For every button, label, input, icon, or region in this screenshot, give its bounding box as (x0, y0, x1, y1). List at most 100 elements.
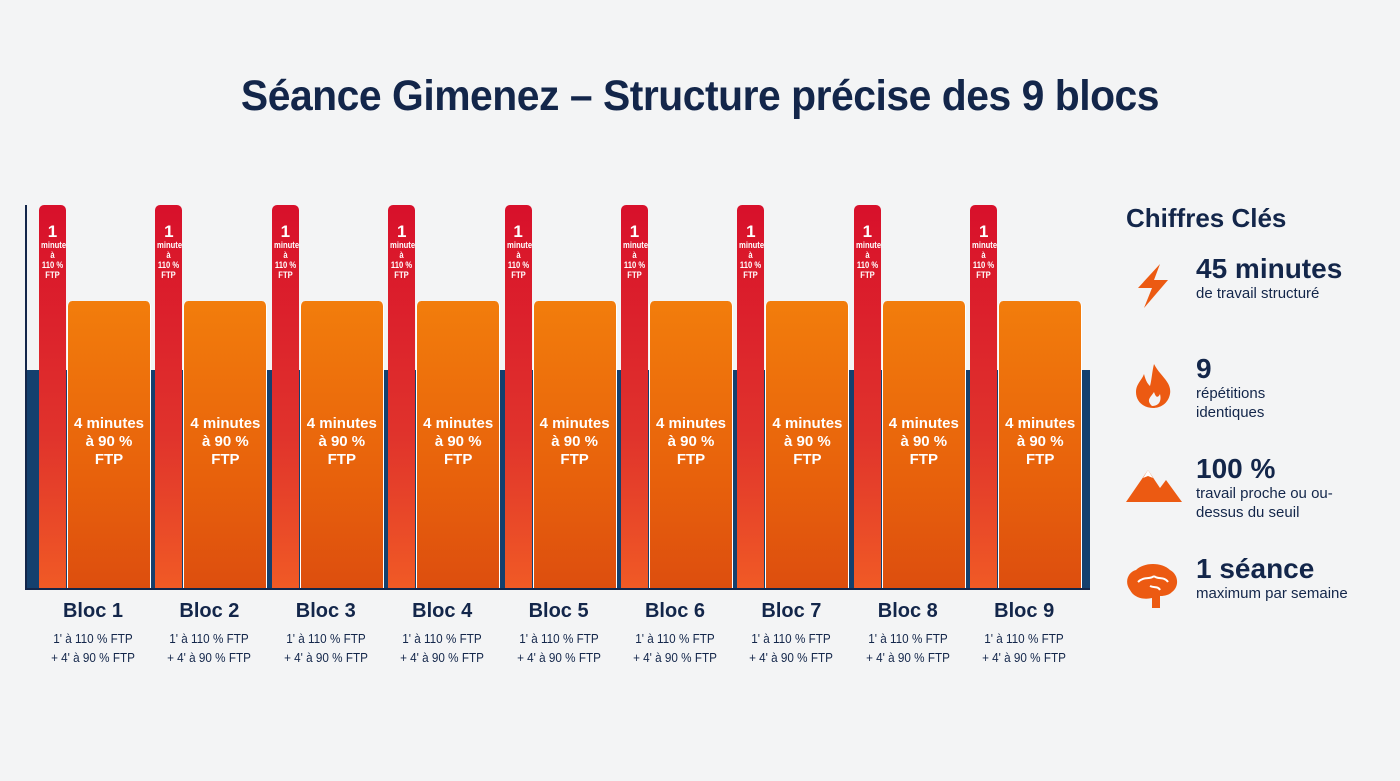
block-desc: 1' à 110 % FTP (402, 631, 482, 646)
bar-label: FTP (394, 269, 409, 280)
block-desc: 1' à 110 % FTP (751, 631, 832, 646)
kpi-label: de travail structuré (1196, 285, 1320, 302)
bar-110-ftp: 1 minute à 110 % FTP (155, 204, 183, 588)
bar-label: 4 minutes à 90 % FTP (534, 415, 616, 469)
block-label: Bloc 3 1' à 110 % FTP + 4' à 90 % FTP (268, 600, 384, 667)
bar-110-ftp: 1 minute à 110 % FTP (271, 204, 299, 588)
bar-label: à (632, 249, 637, 260)
block-desc: + 4' à 90 % FTP (516, 650, 601, 665)
bar-label-line: à 90 % (202, 432, 249, 450)
block-name: Bloc 8 (877, 600, 938, 622)
bar-110-ftp: 1 minute à 110 % FTP (621, 204, 649, 588)
bar-label-line: FTP (327, 450, 356, 468)
bar-label-line: 4 minutes (190, 414, 261, 432)
block-desc: + 4' à 90 % FTP (749, 650, 834, 665)
bar-label: FTP (45, 269, 60, 280)
bar-label-line: 4 minutes (888, 414, 959, 432)
kpi-item: 1 séance maximum par semaine (1126, 554, 1396, 654)
bar-label: à (865, 249, 870, 260)
block-desc: + 4' à 90 % FTP (982, 650, 1067, 665)
bar-label: 4 minutes à 90 % FTP (184, 415, 266, 469)
bar-label: minute (972, 239, 998, 250)
bar-label-line: 4 minutes (306, 414, 377, 432)
bar-90-ftp: 4 minutes à 90 % FTP (649, 300, 733, 588)
bar-label: 4 minutes à 90 % FTP (883, 415, 965, 469)
bar-90-ftp: 4 minutes à 90 % FTP (299, 300, 384, 588)
bar-110-ftp: 1 minute à 110 % FTP (388, 204, 415, 588)
block-desc: 1' à 110 % FTP (53, 631, 133, 646)
bar-label: 4 minutes à 90 % FTP (999, 415, 1081, 469)
block-label: Bloc 4 1' à 110 % FTP + 4' à 90 % FTP (384, 600, 500, 667)
block-label: Bloc 8 1' à 110 % FTP + 4' à 90 % FTP (850, 600, 966, 667)
bar-label-line: FTP (560, 450, 589, 468)
block-desc: 1' à 110 % FTP (984, 631, 1064, 646)
key-figures-title: Chiffres Clés (1126, 203, 1287, 233)
bar-label-line: 4 minutes (655, 414, 727, 432)
bar-label-line: 4 minutes (423, 414, 494, 432)
key-figures-panel: Chiffres Clés 45 minutes de travail stru… (1126, 203, 1396, 654)
bar-label-line: 4 minutes (1005, 414, 1076, 432)
kpi-item: 100 % travail proche ou ou-dessus du seu… (1126, 454, 1396, 554)
bar-label: FTP (743, 269, 759, 280)
bar-label: minute (739, 239, 765, 250)
chart-title: Séance Gimenez – Structure précise des 9… (240, 72, 1160, 120)
bar-110-ftp: 1 minute à 110 % FTP (737, 204, 765, 588)
x-axis-line (25, 588, 1090, 590)
bar-label: 1 (513, 221, 523, 241)
bar-label: 1 (862, 221, 873, 241)
block-label: Bloc 9 1' à 110 % FTP + 4' à 90 % FTP (966, 600, 1082, 667)
block-name: Bloc 2 (179, 600, 240, 622)
bar-label: minute (855, 239, 881, 250)
brain-icon (1127, 564, 1178, 608)
block-label: Bloc 2 1' à 110 % FTP + 4' à 90 % FTP (151, 600, 267, 667)
bar-label: 110 % (274, 259, 296, 270)
bar-label-line: FTP (94, 450, 124, 468)
bar-label: à (50, 249, 55, 260)
bar-label-line: FTP (444, 450, 473, 468)
bar-label-line: à 90 % (784, 432, 831, 450)
mountain-icon (1126, 470, 1182, 502)
block-desc: + 4' à 90 % FTP (633, 650, 717, 665)
block-desc: 1' à 110 % FTP (286, 631, 366, 646)
bar-label: 110 % (856, 259, 878, 270)
bar-110-ftp: 1 minute à 110 % FTP (39, 204, 66, 588)
block-name: Bloc 6 (644, 600, 706, 622)
bar-label: FTP (627, 269, 642, 280)
bar-label: à (283, 249, 288, 260)
bar-label-line: à 90 % (1016, 432, 1064, 450)
bar-label-line: FTP (1026, 450, 1055, 468)
kpi-value: 9 (1196, 353, 1212, 384)
block-name: Bloc 7 (761, 600, 822, 622)
bar-label: à (399, 249, 404, 260)
bar-label: minute (623, 239, 649, 250)
bar-label-line: à 90 % (551, 432, 598, 450)
bar-label: 4 minutes à 90 % FTP (68, 415, 150, 469)
bar-label-line: 4 minutes (772, 414, 843, 432)
bar-label: minute (273, 239, 299, 250)
lightning-icon (1138, 264, 1168, 308)
bar-label-line: à 90 % (434, 432, 482, 450)
bar-90-ftp: 4 minutes à 90 % FTP (183, 300, 268, 588)
y-axis-line (25, 205, 27, 588)
bar-label: 1 (396, 221, 407, 241)
bar-label-line: à 90 % (85, 432, 133, 450)
block-name: Bloc 4 (412, 600, 473, 622)
block-label: Bloc 5 1' à 110 % FTP + 4' à 90 % FTP (501, 600, 617, 667)
bar-label-line: 4 minutes (73, 414, 145, 432)
bar-90-ftp: 4 minutes à 90 % FTP (416, 300, 501, 588)
bar-label: 1 (746, 221, 756, 241)
bar-label: 4 minutes à 90 % FTP (417, 415, 499, 469)
block-desc: + 4' à 90 % FTP (283, 650, 368, 665)
bar-label: FTP (976, 269, 991, 280)
kpi-value: 45 minutes (1196, 253, 1343, 284)
kpi-label: travail proche ou ou-dessus du seuil (1196, 485, 1333, 521)
bar-label: 110 % (623, 259, 646, 270)
chart: 1 minute à 110 % FTP 4 minutes à 90 % FTP Bloc 1… (25, 204, 1090, 667)
block-desc: + 4' à 90 % FTP (51, 650, 135, 665)
bar-label: 110 % (740, 259, 762, 270)
bar-label-line: à 90 % (318, 432, 366, 450)
block-label: Bloc 6 1' à 110 % FTP + 4' à 90 % FTP (617, 600, 733, 667)
bar-label: 110 % (41, 259, 64, 270)
bar-label: à (748, 249, 754, 260)
block-desc: 1' à 110 % FTP (868, 631, 948, 646)
